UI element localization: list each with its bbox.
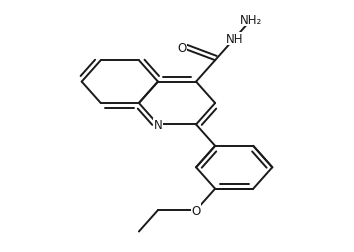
Text: O: O [192, 204, 201, 217]
Text: NH: NH [225, 33, 243, 46]
Text: NH₂: NH₂ [240, 14, 262, 27]
Text: N: N [154, 118, 162, 131]
Text: O: O [177, 42, 187, 55]
